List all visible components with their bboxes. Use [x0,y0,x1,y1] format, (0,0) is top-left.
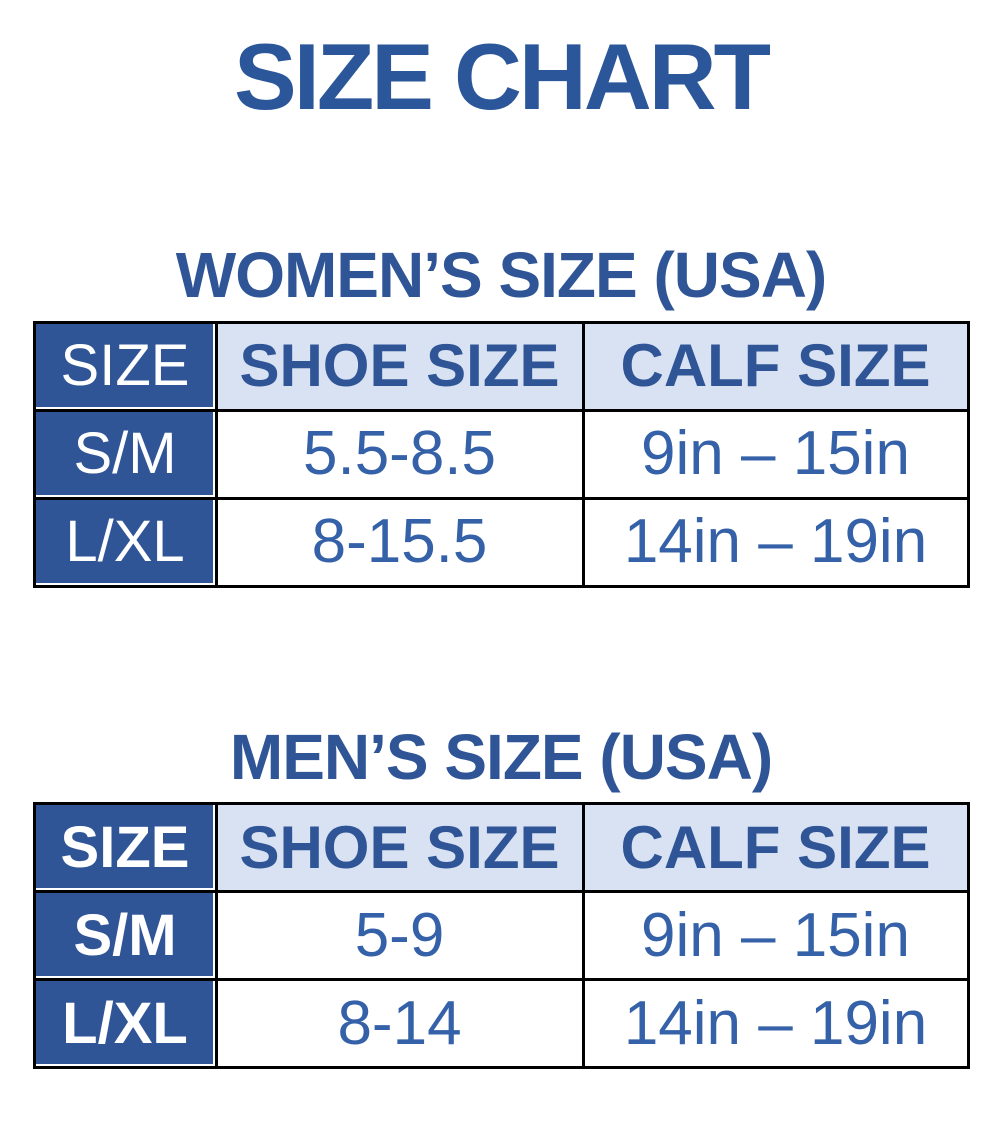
column-header-size: SIZE [32,802,218,894]
shoe-size-cell: 8-14 [214,978,585,1070]
table-header-row: SIZE SHOE SIZE CALF SIZE [32,802,970,894]
mens-size-section: MEN’S SIZE (USA) SIZE SHOE SIZE CALF SIZ… [0,720,1002,1070]
column-header-shoe-size: SHOE SIZE [214,320,585,412]
shoe-size-cell: 8-15.5 [214,496,585,588]
calf-size-cell: 9in – 15in [581,890,970,982]
table-header-row: SIZE SHOE SIZE CALF SIZE [32,320,970,412]
size-cell: S/M [32,890,218,982]
column-header-size: SIZE [32,320,218,412]
table-row: S/M 5-9 9in – 15in [32,890,970,982]
mens-size-heading: MEN’S SIZE (USA) [229,720,773,793]
column-header-calf-size: CALF SIZE [581,802,970,894]
page-title: SIZE CHART [234,24,771,129]
column-header-shoe-size: SHOE SIZE [214,802,585,894]
calf-size-cell: 9in – 15in [581,408,970,500]
size-cell: L/XL [32,978,218,1070]
shoe-size-cell: 5.5-8.5 [214,408,585,500]
size-cell: L/XL [32,496,218,588]
womens-size-heading: WOMEN’S SIZE (USA) [175,239,827,312]
shoe-size-cell: 5-9 [214,890,585,982]
table-row: S/M 5.5-8.5 9in – 15in [32,408,970,500]
calf-size-cell: 14in – 19in [581,978,970,1070]
size-cell: S/M [32,408,218,500]
column-header-calf-size: CALF SIZE [581,320,970,412]
table-row: L/XL 8-15.5 14in – 19in [32,496,970,588]
mens-size-table: SIZE SHOE SIZE CALF SIZE S/M 5-9 9in – 1… [32,802,970,1070]
table-row: L/XL 8-14 14in – 19in [32,978,970,1070]
womens-size-section: WOMEN’S SIZE (USA) SIZE SHOE SIZE CALF S… [0,239,1002,588]
calf-size-cell: 14in – 19in [581,496,970,588]
womens-size-table: SIZE SHOE SIZE CALF SIZE S/M 5.5-8.5 9in… [32,320,970,588]
